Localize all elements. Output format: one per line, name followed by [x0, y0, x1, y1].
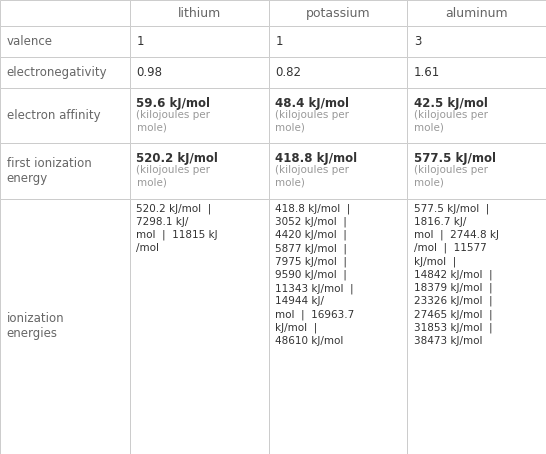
- Bar: [130, 57, 269, 88]
- Bar: [0, 0, 130, 26]
- Bar: [269, 88, 407, 143]
- Text: 418.8 kJ/mol  |
3052 kJ/mol  |
4420 kJ/mol  |
5877 kJ/mol  |
7975 kJ/mol  |
9590: 418.8 kJ/mol | 3052 kJ/mol | 4420 kJ/mol…: [275, 203, 354, 346]
- Bar: [130, 88, 269, 143]
- Bar: [269, 26, 407, 57]
- Bar: [0, 88, 130, 143]
- Bar: [407, 199, 546, 454]
- Bar: [130, 26, 269, 57]
- Bar: [269, 199, 407, 454]
- Bar: [407, 0, 546, 26]
- Bar: [269, 57, 407, 88]
- Text: 418.8 kJ/mol: 418.8 kJ/mol: [275, 153, 357, 165]
- Text: 520.2 kJ/mol  |
7298.1 kJ/
mol  |  11815 kJ
/mol: 520.2 kJ/mol | 7298.1 kJ/ mol | 11815 kJ…: [136, 203, 218, 253]
- Text: first ionization
energy: first ionization energy: [7, 157, 91, 185]
- Bar: [130, 143, 269, 199]
- Bar: [130, 0, 269, 26]
- Text: 1: 1: [275, 35, 283, 48]
- Bar: [407, 26, 546, 57]
- Text: (kilojoules per
mole): (kilojoules per mole): [136, 110, 211, 133]
- Bar: [0, 143, 130, 199]
- Bar: [269, 0, 407, 26]
- Text: (kilojoules per
mole): (kilojoules per mole): [136, 166, 211, 188]
- Text: valence: valence: [7, 35, 52, 48]
- Text: 0.82: 0.82: [275, 66, 301, 79]
- Text: 48.4 kJ/mol: 48.4 kJ/mol: [275, 97, 349, 110]
- Bar: [407, 143, 546, 199]
- Text: (kilojoules per
mole): (kilojoules per mole): [414, 110, 488, 133]
- Text: lithium: lithium: [177, 7, 221, 20]
- Text: potassium: potassium: [306, 7, 370, 20]
- Text: electronegativity: electronegativity: [7, 66, 107, 79]
- Bar: [0, 57, 130, 88]
- Text: (kilojoules per
mole): (kilojoules per mole): [275, 166, 349, 188]
- Bar: [407, 88, 546, 143]
- Bar: [0, 199, 130, 454]
- Text: (kilojoules per
mole): (kilojoules per mole): [275, 110, 349, 133]
- Text: 3: 3: [414, 35, 422, 48]
- Bar: [407, 57, 546, 88]
- Bar: [0, 26, 130, 57]
- Bar: [269, 143, 407, 199]
- Text: 1: 1: [136, 35, 144, 48]
- Text: (kilojoules per
mole): (kilojoules per mole): [414, 166, 488, 188]
- Text: aluminum: aluminum: [446, 7, 508, 20]
- Text: 577.5 kJ/mol: 577.5 kJ/mol: [414, 153, 496, 165]
- Bar: [130, 199, 269, 454]
- Text: 577.5 kJ/mol  |
1816.7 kJ/
mol  |  2744.8 kJ
/mol  |  11577
kJ/mol  |
14842 kJ/m: 577.5 kJ/mol | 1816.7 kJ/ mol | 2744.8 k…: [414, 203, 499, 346]
- Text: 520.2 kJ/mol: 520.2 kJ/mol: [136, 153, 218, 165]
- Text: 1.61: 1.61: [414, 66, 440, 79]
- Text: 0.98: 0.98: [136, 66, 163, 79]
- Text: 42.5 kJ/mol: 42.5 kJ/mol: [414, 97, 488, 110]
- Text: electron affinity: electron affinity: [7, 109, 100, 122]
- Text: 59.6 kJ/mol: 59.6 kJ/mol: [136, 97, 211, 110]
- Text: ionization
energies: ionization energies: [7, 312, 64, 340]
